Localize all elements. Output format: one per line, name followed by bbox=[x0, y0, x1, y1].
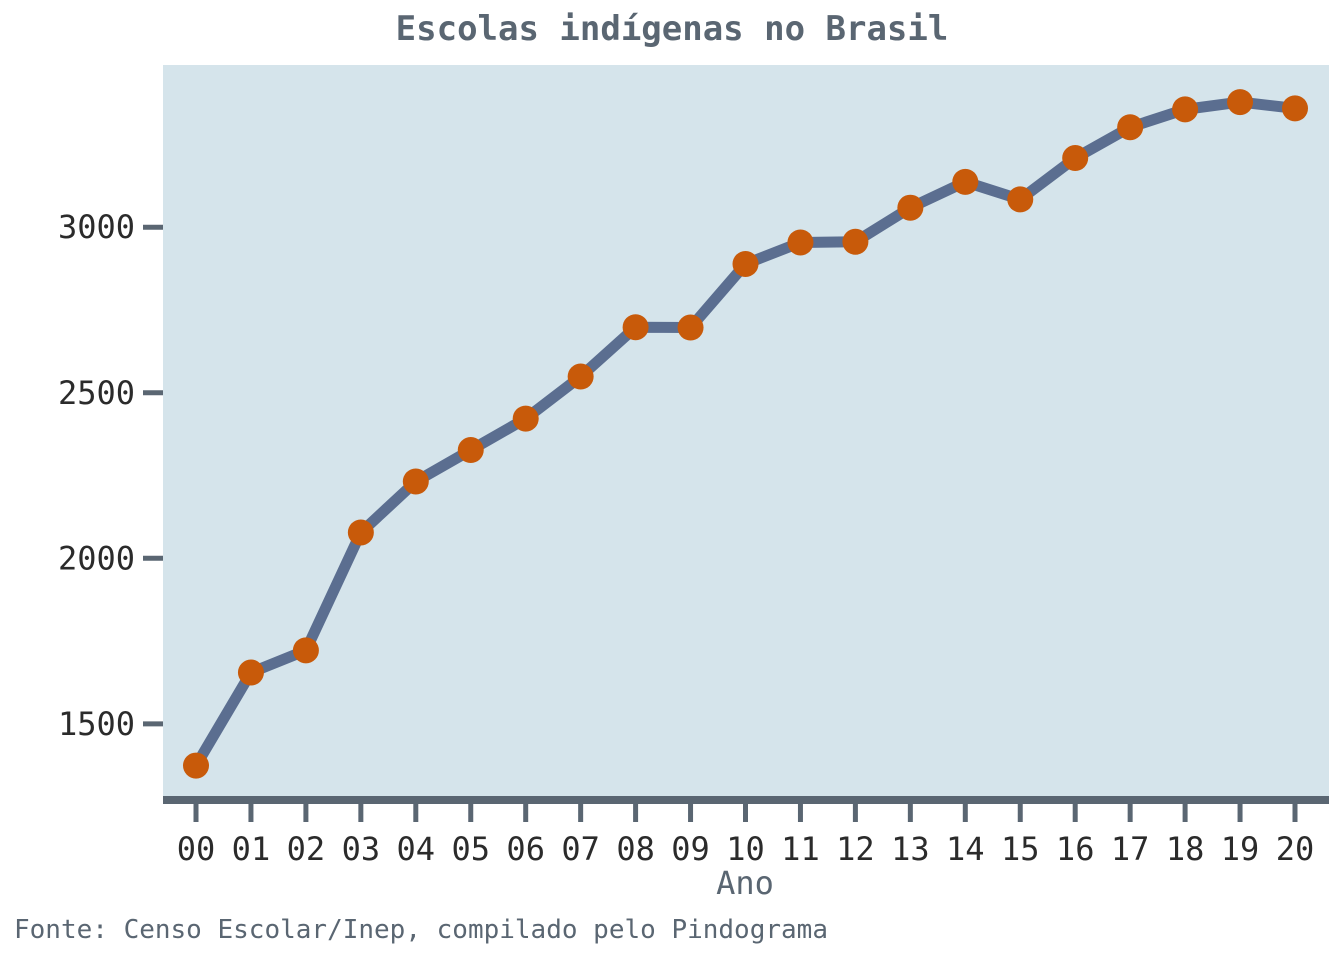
data-point bbox=[677, 314, 704, 341]
y-axis: 1500 2000 2500 3000 bbox=[58, 208, 163, 743]
data-point bbox=[787, 229, 814, 256]
data-point bbox=[1282, 95, 1308, 122]
x-tick-label: 17 bbox=[1111, 830, 1150, 868]
y-tick-label: 2500 bbox=[58, 374, 135, 412]
data-point bbox=[952, 168, 979, 195]
x-tick-label: 14 bbox=[946, 830, 985, 868]
x-axis: 00 01 02 03 04 05 06 07 08 09 10 11 12 13 14 15 16 17 18 19… bbox=[177, 804, 1315, 868]
data-point bbox=[622, 314, 649, 341]
data-point bbox=[1062, 145, 1089, 172]
data-point bbox=[1227, 89, 1254, 116]
data-point bbox=[292, 637, 319, 664]
data-point bbox=[732, 250, 759, 277]
x-tick-label: 03 bbox=[342, 830, 381, 868]
data-point bbox=[842, 228, 869, 255]
data-point bbox=[237, 659, 264, 686]
data-point bbox=[1007, 186, 1034, 213]
x-tick-label: 02 bbox=[287, 830, 326, 868]
plot-panel bbox=[163, 65, 1329, 800]
data-point bbox=[402, 468, 429, 495]
x-tick-label: 01 bbox=[232, 830, 271, 868]
data-point bbox=[512, 405, 539, 432]
x-tick-label: 00 bbox=[177, 830, 216, 868]
x-tick-label: 04 bbox=[397, 830, 436, 868]
data-point bbox=[183, 752, 209, 779]
y-tick-label: 1500 bbox=[58, 705, 135, 743]
data-point bbox=[897, 194, 924, 221]
x-tick-label: 15 bbox=[1001, 830, 1040, 868]
y-tick-label: 2000 bbox=[58, 539, 135, 577]
data-point bbox=[567, 363, 594, 390]
x-tick-label: 20 bbox=[1276, 830, 1315, 868]
source-caption: Fonte: Censo Escolar/Inep, compilado pel… bbox=[14, 915, 828, 945]
x-tick-label: 05 bbox=[451, 830, 490, 868]
x-tick-label: 06 bbox=[506, 830, 545, 868]
y-tick-label: 3000 bbox=[58, 208, 135, 246]
x-tick-label: 10 bbox=[726, 830, 765, 868]
chart-title: Escolas indígenas no Brasil bbox=[396, 9, 949, 49]
data-point bbox=[1172, 96, 1199, 123]
x-tick-label: 19 bbox=[1221, 830, 1260, 868]
data-point bbox=[1117, 114, 1144, 141]
x-tick-label: 18 bbox=[1166, 830, 1205, 868]
x-tick-label: 11 bbox=[781, 830, 820, 868]
data-point-markers bbox=[183, 89, 1308, 779]
x-tick-label: 12 bbox=[836, 830, 875, 868]
x-tick-label: 07 bbox=[561, 830, 600, 868]
x-axis-title: Ano bbox=[716, 864, 774, 902]
x-tick-label: 09 bbox=[671, 830, 710, 868]
data-point bbox=[347, 519, 374, 546]
x-tick-label: 13 bbox=[891, 830, 930, 868]
x-tick-label: 08 bbox=[616, 830, 655, 868]
data-point bbox=[457, 437, 484, 464]
x-tick-label: 16 bbox=[1056, 830, 1095, 868]
